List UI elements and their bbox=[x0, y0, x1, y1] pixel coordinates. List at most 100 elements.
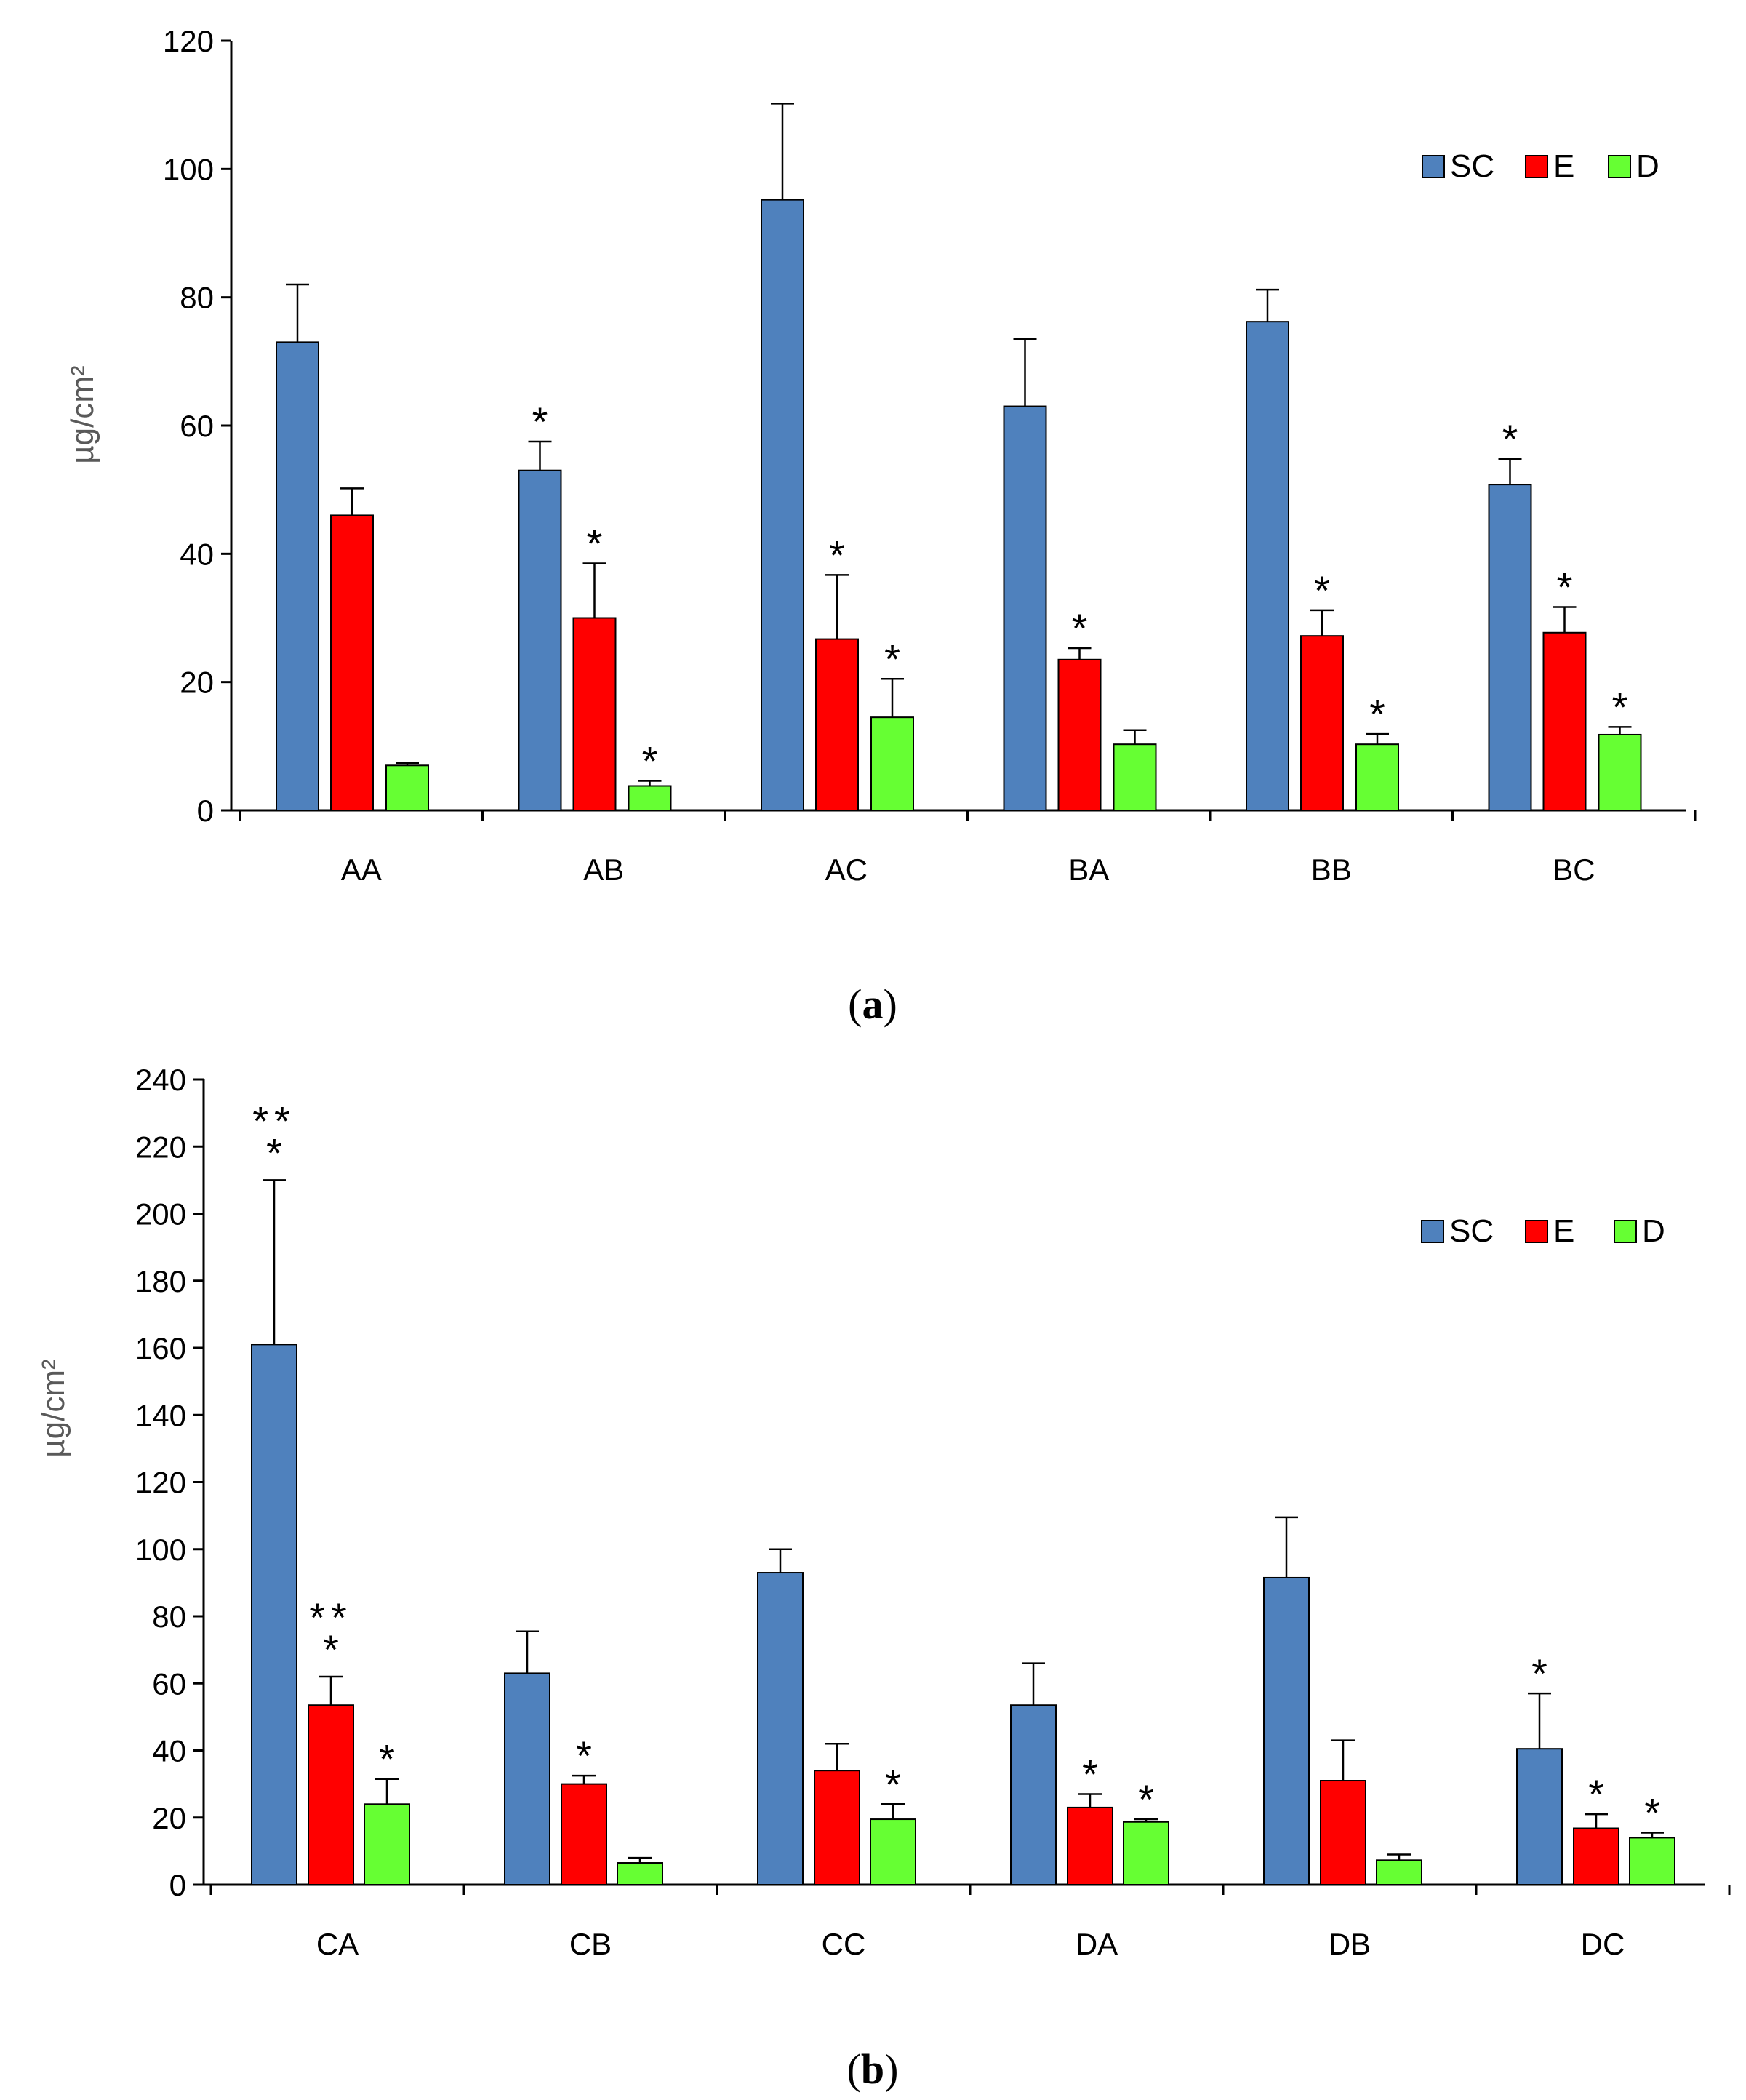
bar-e bbox=[1573, 1827, 1619, 1886]
significance-star-lower: * bbox=[266, 1130, 282, 1175]
significance-star: * bbox=[379, 1736, 395, 1782]
legend-swatch-e bbox=[1525, 1220, 1548, 1243]
legend-swatch-sc bbox=[1422, 155, 1445, 178]
y-tick-label: 40 bbox=[180, 537, 214, 571]
bar-d bbox=[628, 785, 672, 812]
category-label: BC bbox=[1553, 853, 1595, 887]
category-label: BB bbox=[1311, 853, 1352, 887]
y-axis-label: µg/cm² bbox=[65, 365, 100, 463]
panel-letter: b bbox=[861, 2045, 884, 2093]
significance-star-lower: * bbox=[323, 1626, 339, 1672]
y-tick-label: 200 bbox=[135, 1197, 186, 1231]
bar-d bbox=[1629, 1837, 1675, 1886]
bar-e bbox=[1057, 658, 1102, 812]
bar-sc bbox=[518, 469, 562, 811]
category-label: DC bbox=[1581, 1927, 1625, 1961]
significance-star: * bbox=[1314, 567, 1330, 613]
bar-sc bbox=[757, 1572, 804, 1886]
bar-d bbox=[1598, 733, 1642, 811]
bar-d bbox=[385, 764, 429, 811]
bar-sc bbox=[251, 1344, 297, 1885]
y-tick-label: 20 bbox=[152, 1801, 186, 1835]
bar-sc bbox=[1516, 1748, 1563, 1886]
bar-d bbox=[364, 1803, 410, 1886]
y-tick-label: 20 bbox=[180, 666, 214, 700]
legend-label-d: D bbox=[1642, 1213, 1665, 1249]
bar-e bbox=[815, 638, 859, 811]
y-tick-label: 0 bbox=[169, 1868, 186, 1902]
bar-e bbox=[572, 617, 617, 811]
bar-sc bbox=[1246, 321, 1289, 812]
legend-label-sc: SC bbox=[1449, 1213, 1494, 1249]
y-tick-label: 80 bbox=[152, 1600, 186, 1634]
bar-sc bbox=[761, 199, 804, 811]
legend-label-e: E bbox=[1553, 148, 1574, 184]
significance-star: * bbox=[587, 521, 603, 567]
legend-label-e: E bbox=[1553, 1213, 1574, 1249]
bar-sc bbox=[1488, 484, 1532, 811]
bar-e bbox=[814, 1770, 860, 1886]
y-tick-label: 220 bbox=[135, 1130, 186, 1164]
bar-e bbox=[1067, 1806, 1113, 1886]
y-tick-label: 120 bbox=[163, 24, 214, 58]
bar-d bbox=[1355, 743, 1399, 812]
bar-e bbox=[1542, 631, 1587, 811]
panel-label: (a) bbox=[848, 981, 897, 1028]
category-label: AC bbox=[825, 853, 868, 887]
bar-d bbox=[870, 1818, 916, 1885]
y-tick-label: 0 bbox=[197, 794, 214, 828]
category-label: DB bbox=[1329, 1927, 1371, 1961]
y-tick-label: 40 bbox=[152, 1734, 186, 1768]
category-label: CB bbox=[569, 1927, 612, 1961]
significance-star-upper: ** bbox=[252, 1098, 296, 1143]
category-label: CA bbox=[316, 1927, 359, 1961]
bar-d bbox=[1376, 1859, 1422, 1886]
significance-star: * bbox=[1612, 684, 1628, 730]
y-tick-label: 80 bbox=[180, 281, 214, 315]
bar-d bbox=[617, 1862, 663, 1886]
y-tick-label: 60 bbox=[180, 409, 214, 443]
bar-e bbox=[1300, 635, 1344, 811]
panel-letter: a bbox=[862, 981, 884, 1028]
significance-star: * bbox=[532, 399, 548, 444]
y-tick-label: 60 bbox=[152, 1666, 186, 1701]
significance-star: * bbox=[1138, 1776, 1154, 1822]
significance-star: * bbox=[1557, 564, 1573, 610]
legend-label-d: D bbox=[1636, 148, 1659, 184]
y-tick-label: 100 bbox=[163, 152, 214, 186]
significance-star: * bbox=[1588, 1771, 1604, 1817]
bar-e bbox=[561, 1783, 607, 1885]
bar-sc bbox=[1010, 1704, 1057, 1885]
y-tick-label: 180 bbox=[135, 1264, 186, 1298]
y-tick-label: 160 bbox=[135, 1331, 186, 1365]
legend-label-sc: SC bbox=[1450, 148, 1494, 184]
legend-swatch-sc bbox=[1421, 1220, 1444, 1243]
significance-star: * bbox=[1369, 691, 1385, 737]
category-label: AB bbox=[583, 853, 624, 887]
category-label: AA bbox=[341, 853, 382, 887]
significance-star-upper: ** bbox=[309, 1594, 353, 1640]
category-label: CC bbox=[822, 1927, 866, 1961]
bar-sc bbox=[276, 341, 319, 811]
panel-label: (b) bbox=[847, 2045, 899, 2093]
bar-sc bbox=[1003, 405, 1047, 811]
category-label: DA bbox=[1076, 1927, 1118, 1961]
significance-star: * bbox=[1502, 416, 1518, 462]
bar-sc bbox=[1263, 1576, 1310, 1886]
bar-d bbox=[870, 716, 914, 811]
y-tick-label: 100 bbox=[135, 1533, 186, 1567]
bar-sc bbox=[504, 1672, 550, 1886]
legend-swatch-d bbox=[1614, 1220, 1637, 1243]
significance-star: * bbox=[884, 636, 900, 682]
y-tick-label: 140 bbox=[135, 1398, 186, 1432]
legend-swatch-e bbox=[1525, 155, 1548, 178]
significance-star: * bbox=[1082, 1751, 1098, 1797]
y-axis-label: µg/cm² bbox=[36, 1359, 71, 1457]
significance-star: * bbox=[1644, 1790, 1660, 1836]
bar-d bbox=[1113, 743, 1157, 812]
significance-star: * bbox=[642, 738, 658, 783]
bar-e bbox=[330, 514, 374, 812]
y-tick-label: 120 bbox=[135, 1466, 186, 1500]
